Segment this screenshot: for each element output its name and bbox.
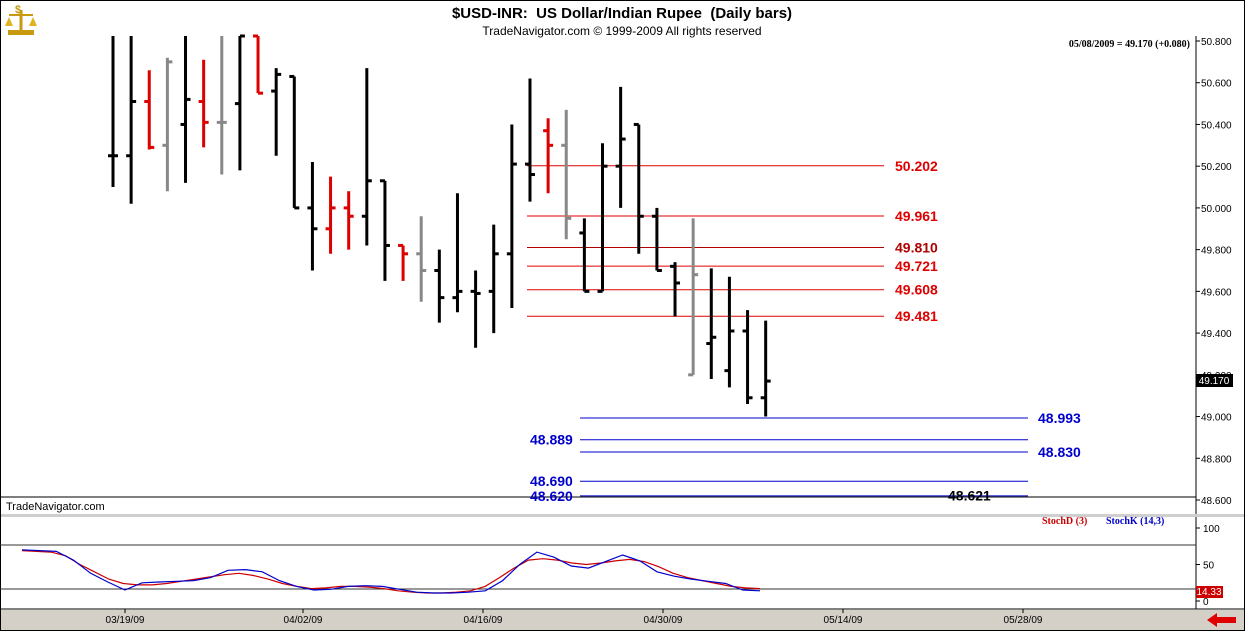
quote-readout: 05/08/2009 = 49.170 (+0.080) (1069, 39, 1190, 50)
ohlc-bar (126, 36, 137, 204)
ohlc-bar (343, 191, 354, 250)
scroll-right-arrow-icon[interactable] (1207, 613, 1236, 627)
ohlc-bar (307, 162, 318, 271)
last-price-tag: 49.170 (1196, 374, 1233, 387)
ohlc-bar (488, 224, 499, 334)
ohlc-bar (470, 270, 481, 348)
indicator-value-tag-text: 14.33 (1196, 587, 1221, 598)
svg-text:$: $ (15, 4, 21, 16)
date-tick-label: 05/28/09 (1004, 615, 1043, 626)
resistance-label: 49.608 (895, 282, 938, 298)
ohlc-bar (506, 124, 517, 309)
watermark: TradeNavigator.com (6, 501, 105, 513)
ohlc-bar (361, 68, 372, 246)
price-panel: 05/08/2009 = 49.170 (+0.080) 50.800 50.60… (0, 34, 1233, 514)
ohlc-bar (543, 118, 554, 194)
price-tick-label: 50.200 (1201, 162, 1232, 173)
indicator-value-tag: 14.33 (1196, 586, 1223, 598)
price-tick-label: 50.000 (1201, 204, 1232, 215)
ohlc-bar (325, 176, 336, 254)
chart-copyright: TradeNavigator.com © 1999-2009 All right… (482, 24, 761, 38)
panel-divider (1, 514, 1244, 517)
stoch-tick-label: 0 (1203, 597, 1209, 608)
level-lines: 50.202 49.961 49.810 49.721 49.608 49.481 48.9… (527, 158, 1081, 504)
ohlc-bar (670, 262, 681, 317)
support-label: 48.690 (530, 473, 573, 489)
stoch-axis: 100 50 0 (1196, 524, 1220, 608)
legend-stochk: StochK (14,3) (1106, 516, 1164, 527)
ohlc-bar (398, 243, 409, 281)
date-axis: 03/19/09 04/02/09 04/16/09 04/30/09 05/14/09… (106, 609, 1043, 626)
ohlc-bar (234, 34, 245, 171)
ohlc-bar (162, 57, 173, 192)
price-tick-label: 50.600 (1201, 79, 1232, 90)
ohlc-bar (760, 320, 771, 417)
support-label: 48.993 (1038, 410, 1081, 426)
ohlc-bar (198, 59, 209, 148)
price-tick-label: 49.800 (1201, 246, 1232, 257)
ohlc-bar (144, 70, 155, 150)
ohlc-bar (724, 276, 735, 388)
ohlc-bar (271, 68, 282, 156)
logo: $ (5, 4, 37, 35)
support-label: 48.830 (1038, 444, 1081, 460)
resistance-label: 49.721 (895, 258, 938, 274)
stochk-line (21, 549, 761, 594)
ohlc-bar (452, 193, 463, 313)
scales-dollar-icon: $ (5, 4, 37, 35)
ohlc-bar (742, 310, 753, 405)
ohlc-bar (379, 179, 390, 281)
chart-title: $USD-INR: US Dollar/Indian Rupee (Daily … (452, 5, 792, 22)
price-tick-label: 48.800 (1201, 454, 1232, 465)
price-tick-label: 50.400 (1201, 120, 1232, 131)
ohlc-bar (524, 78, 535, 202)
stoch-tick-label: 100 (1203, 524, 1220, 535)
date-tick-label: 05/14/09 (824, 615, 863, 626)
ohlc-bar (688, 218, 699, 377)
price-tick-label: 49.600 (1201, 287, 1232, 298)
price-tick-label: 48.600 (1201, 496, 1232, 507)
ohlc-bar (216, 36, 227, 175)
date-tick-label: 04/30/09 (644, 615, 683, 626)
ohlc-bar (579, 218, 590, 293)
price-tick-label: 49.000 (1201, 413, 1232, 424)
date-tick-label: 03/19/09 (106, 615, 145, 626)
ohlc-bar (633, 122, 644, 254)
ohlc-bar (416, 216, 427, 302)
legend-stochd: StochD (3) (1042, 516, 1087, 527)
low-marker-label: 48.621 (948, 488, 991, 504)
price-tick-label: 49.400 (1201, 329, 1232, 340)
ohlc-bar (253, 34, 264, 95)
date-tick-label: 04/16/09 (464, 615, 503, 626)
ohlc-bar (434, 249, 445, 323)
date-tick-label: 04/02/09 (284, 615, 323, 626)
last-price-tag-text: 49.170 (1199, 376, 1230, 387)
price-bars (108, 34, 771, 417)
indicator-panel: StochD (3) StochK (14,3) 100 50 0 14.33 (0, 516, 1223, 609)
ohlc-bar (289, 74, 300, 210)
stoch-lines (21, 549, 761, 594)
ohlc-bar (706, 268, 717, 379)
resistance-label: 49.481 (895, 308, 938, 324)
stoch-tick-label: 50 (1203, 561, 1215, 572)
ohlc-bar (615, 86, 626, 208)
resistance-label: 49.961 (895, 208, 938, 224)
price-tick-label: 50.800 (1201, 37, 1232, 48)
support-label: 48.620 (530, 488, 573, 504)
support-label: 48.889 (530, 432, 573, 448)
ohlc-bar (651, 207, 662, 272)
resistance-label: 50.202 (895, 158, 938, 174)
ohlc-bar (108, 36, 118, 188)
resistance-label: 49.810 (895, 240, 938, 256)
ohlc-bar (597, 143, 608, 293)
ohlc-bar (561, 109, 572, 240)
ohlc-bar (180, 36, 191, 183)
